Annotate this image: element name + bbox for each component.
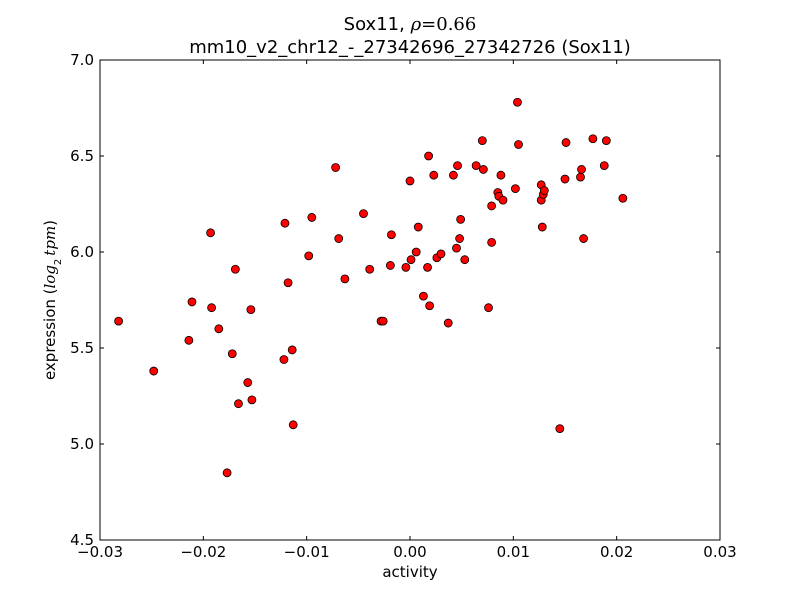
data-point [537,222,547,232]
data-point [234,399,243,409]
data-point [496,170,506,180]
data-point [184,335,194,345]
data-point [307,213,317,222]
data-point [406,255,416,265]
data-point [513,97,522,107]
x-tick-label: 0.02 [600,543,633,561]
data-point [423,262,432,272]
data-point [287,345,297,355]
y-axis-label-subscript: 2 [53,259,64,265]
data-point [477,136,487,146]
y-tick-label: 5.5 [70,339,94,357]
data-point [230,264,240,274]
data-point [214,324,224,334]
y-tick-label: 5.0 [70,435,94,453]
y-tick-label: 7.0 [70,51,94,69]
data-point [386,230,396,240]
data-point [334,234,344,243]
y-axis-label-prefix: expression ( [41,289,59,381]
data-point [331,163,341,172]
data-point [378,316,388,326]
y-tick-label: 6.0 [70,243,94,261]
plot-area: −0.03 −0.02 −0.01 0.00 0.01 0.02 0.03 4.5 5.0 5.5… [70,51,737,561]
data-point [576,172,585,182]
y-axis-label-log: log [41,265,59,288]
data-point [448,170,458,180]
x-tick-label: 0.01 [497,543,530,561]
data-point [456,214,466,224]
data-point [246,305,256,315]
chart-title-rho-symbol: ρ [410,14,422,35]
data-point [471,161,481,171]
data-point [359,209,368,219]
data-point [419,291,428,301]
data-point [405,176,415,186]
data-point [443,318,453,328]
data-point [288,420,298,430]
data-point [514,140,523,149]
data-point [484,303,493,313]
data-point [365,264,375,274]
data-point [304,251,314,261]
data-point [452,243,461,253]
data-point [279,355,289,364]
data-point [487,237,497,247]
data-point [401,262,411,272]
data-point [460,255,470,265]
y-axis-label-suffix: ) [41,220,59,226]
data-point [222,468,232,478]
data-point [560,174,570,184]
x-axis-label: activity [382,563,437,581]
x-tick-label: −0.02 [180,543,226,561]
y-axis-label: expression (log2 tpm) [41,220,64,380]
chart-title: Sox11, ρ=0.66 mm10_v2_chr12_-_27342696_2… [189,14,631,58]
x-tick-label: −0.01 [284,543,330,561]
data-point [424,151,434,161]
data-point [577,165,586,174]
data-point [340,274,350,284]
data-point [413,222,423,232]
data-point [149,366,159,376]
x-tick-label: 0.00 [393,543,426,561]
data-point [280,218,290,228]
data-point [411,247,421,257]
data-point [453,161,462,171]
chart-title-line1: Sox11, ρ=0.66 [344,14,477,35]
y-tick-label: 4.5 [70,531,94,549]
chart-title-rho-value: =0.66 [421,14,476,35]
data-point [206,228,215,238]
data-point [618,193,628,203]
data-point [579,234,588,243]
data-point [436,249,446,259]
x-tick-label: −0.03 [77,543,123,561]
data-point [599,161,609,171]
data-point [478,165,488,174]
data-point [247,395,257,405]
data-point [227,349,237,359]
data-point [187,297,197,307]
data-point [455,234,465,243]
data-point [283,278,293,288]
data-point [561,138,571,147]
data-point [114,316,123,326]
chart-title-prefix: Sox11, [344,14,411,35]
data-point [555,424,565,434]
data-point [588,134,598,144]
data-point [425,301,435,311]
x-tick-label: 0.03 [703,543,736,561]
data-point [385,261,395,270]
chart-title-line2: mm10_v2_chr12_-_27342696_27342726 (Sox11… [189,37,631,58]
data-point [601,136,611,146]
data-point [243,378,253,387]
data-point [498,195,508,205]
data-point [207,303,217,313]
y-axis-label-tpm: tpm [41,226,59,256]
data-point [539,186,549,195]
y-tick-label: 6.5 [70,147,94,165]
data-point [487,201,497,211]
data-point [429,170,439,180]
data-point [511,184,520,194]
